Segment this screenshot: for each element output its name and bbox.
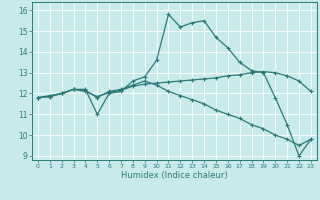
X-axis label: Humidex (Indice chaleur): Humidex (Indice chaleur) <box>121 171 228 180</box>
